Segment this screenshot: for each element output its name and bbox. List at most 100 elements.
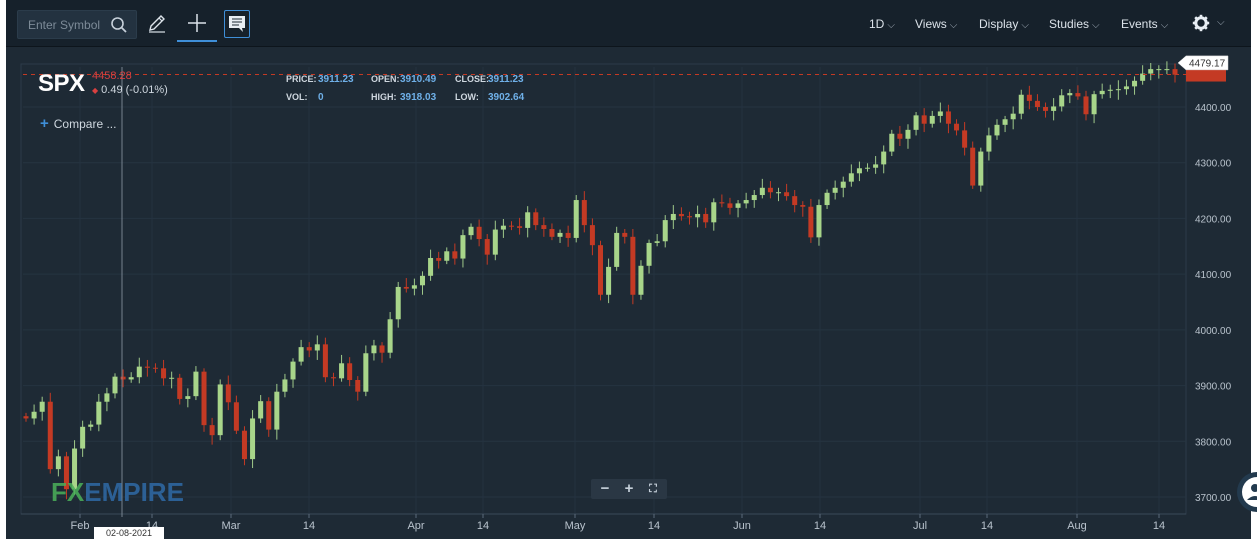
candle — [614, 226, 620, 271]
candle-body — [840, 181, 846, 188]
price-chart[interactable]: 4400.00 4300.00 4200.00 4100.00 4000.00 3900.… — [6, 47, 1251, 539]
fullscreen-button[interactable]: ⛶ — [649, 483, 657, 495]
candle-body — [355, 380, 361, 392]
events-label: Events — [1121, 17, 1158, 31]
candle-body — [314, 344, 320, 351]
candle-body — [678, 213, 684, 217]
candle — [31, 404, 37, 425]
candle-body — [290, 361, 296, 380]
candle — [711, 198, 717, 231]
candle-body — [913, 115, 919, 130]
candle — [120, 369, 126, 388]
candle — [719, 194, 725, 208]
comment-icon — [229, 16, 245, 32]
search-icon[interactable] — [110, 16, 128, 34]
y-tick-label: 3700.00 — [1195, 493, 1232, 504]
y-tick-label: 3800.00 — [1195, 437, 1232, 448]
candle-body — [1002, 119, 1008, 125]
candle — [460, 229, 466, 268]
candle-body — [31, 411, 37, 419]
zoom-in-button[interactable]: + — [624, 480, 634, 497]
candle-body — [767, 187, 773, 193]
candle — [945, 104, 951, 134]
candle-body — [670, 213, 676, 221]
candle — [177, 373, 183, 405]
candle — [1148, 62, 1154, 81]
candle-body — [1043, 107, 1049, 111]
down-arrow-icon: ◆ — [92, 86, 99, 95]
candle-body — [848, 173, 854, 182]
candle-body — [1091, 94, 1097, 115]
close-value: 3911.23 — [488, 74, 524, 85]
candle-body — [371, 345, 377, 354]
x-grid — [79, 67, 1160, 514]
comment-button[interactable] — [224, 10, 250, 38]
display-menu[interactable]: Display ⌵ — [979, 17, 1029, 31]
candle-body — [1156, 69, 1162, 71]
candle — [533, 208, 539, 231]
candle — [306, 342, 312, 358]
chat-widget-button[interactable] — [1231, 468, 1257, 512]
candle — [1107, 84, 1113, 99]
candle — [492, 220, 498, 261]
logo-fx: FX — [51, 477, 85, 507]
candle — [865, 163, 871, 172]
x-tick-label: 14 — [477, 520, 489, 532]
chevron-down-icon[interactable]: ⌵ — [1217, 17, 1225, 28]
candle-body — [994, 124, 1000, 136]
candle — [1010, 106, 1016, 130]
change-value: 0.49 (-0.01%) — [101, 84, 168, 96]
candle-body — [39, 401, 45, 412]
gear-icon[interactable] — [1192, 14, 1210, 32]
candle — [290, 358, 296, 388]
chat-icon — [1237, 472, 1257, 512]
candle-body — [986, 135, 992, 152]
crosshair-icon[interactable] — [186, 12, 208, 34]
candle — [209, 417, 215, 445]
candle — [250, 410, 256, 469]
price-label: PRICE: — [286, 74, 317, 84]
candle-body — [96, 401, 102, 425]
symbol-search[interactable] — [17, 10, 137, 39]
compare-button[interactable]: + Compare ... — [40, 115, 116, 132]
candle — [695, 205, 701, 228]
candle — [1075, 85, 1081, 100]
interval-menu[interactable]: 1D ⌵ — [869, 17, 895, 31]
candle-body — [282, 379, 288, 392]
candle — [751, 190, 757, 208]
y-tick-label: 4100.00 — [1195, 270, 1232, 281]
chevron-down-icon: ⌵ — [1021, 20, 1029, 31]
candle — [848, 164, 854, 187]
candle-body — [865, 167, 871, 169]
candle — [1123, 79, 1129, 95]
candle — [630, 229, 636, 305]
candle-body — [363, 353, 369, 392]
candle-body — [573, 200, 579, 238]
candle — [436, 251, 442, 269]
candle-body — [274, 391, 280, 430]
x-tick-label: 14 — [1153, 520, 1165, 532]
x-tick-label: Apr — [407, 520, 424, 532]
studies-menu[interactable]: Studies ⌵ — [1049, 17, 1100, 31]
candle-body — [201, 371, 207, 426]
candle — [986, 127, 992, 161]
views-menu[interactable]: Views ⌵ — [915, 17, 957, 31]
candle — [670, 205, 676, 230]
candle-body — [929, 115, 935, 124]
candle-body — [541, 225, 547, 230]
candle-body — [452, 251, 458, 259]
crosshair-date: 02-08-2021 — [94, 527, 164, 539]
candle — [39, 396, 45, 421]
candle-body — [978, 151, 984, 186]
zoom-out-button[interactable]: − — [600, 480, 610, 497]
pencil-icon[interactable] — [146, 12, 168, 34]
candle — [258, 395, 264, 423]
events-menu[interactable]: Events ⌵ — [1121, 17, 1168, 31]
candle — [573, 195, 579, 243]
candle-body — [622, 232, 628, 237]
candle — [1132, 76, 1138, 95]
price-tag: 4479.17 — [1177, 55, 1229, 71]
symbol-search-input[interactable] — [26, 15, 108, 35]
vol-value: 0 — [318, 92, 324, 103]
candle — [646, 239, 652, 274]
